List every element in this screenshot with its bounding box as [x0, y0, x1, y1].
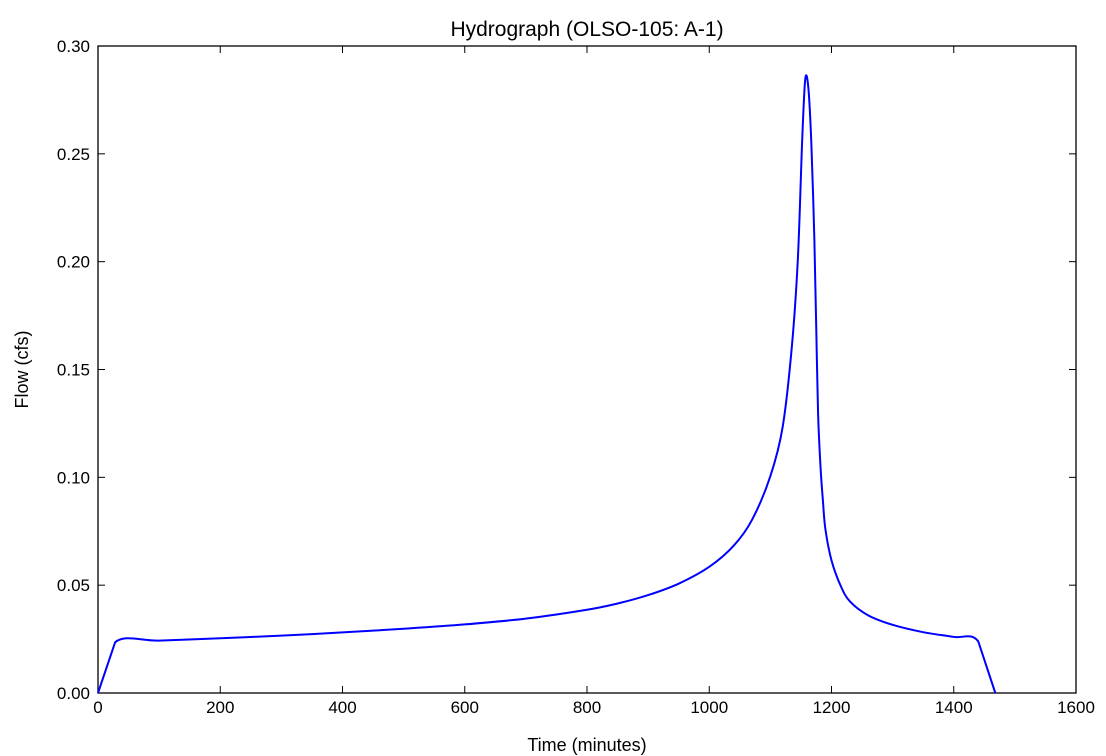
x-tick-label: 1600 — [1057, 698, 1095, 717]
y-tick-label: 0.30 — [57, 37, 90, 56]
x-tick-label: 1000 — [690, 698, 728, 717]
y-tick-label: 0.10 — [57, 468, 90, 487]
x-tick-label: 1200 — [813, 698, 851, 717]
x-tick-label: 600 — [451, 698, 479, 717]
x-tick-label: 0 — [93, 698, 102, 717]
flow-series-line — [97, 74, 997, 694]
y-tick-label: 0.15 — [57, 361, 90, 380]
y-tick-label: 0.25 — [57, 145, 90, 164]
x-axis-label: Time (minutes) — [527, 735, 646, 755]
y-tick-label: 0.05 — [57, 576, 90, 595]
y-axis-label: Flow (cfs) — [12, 331, 32, 409]
plot-frame — [97, 45, 1077, 694]
x-tick-label: 200 — [206, 698, 234, 717]
chart-title: Hydrograph (OLSO-105: A-1) — [450, 18, 723, 41]
y-axis: 0.00 0.05 0.10 0.15 0.20 0.25 0.30 — [57, 37, 1076, 703]
x-tick-label: 1400 — [935, 698, 973, 717]
x-tick-label: 400 — [328, 698, 356, 717]
y-tick-label: 0.00 — [57, 684, 90, 703]
y-tick-label: 0.20 — [57, 253, 90, 272]
x-tick-label: 800 — [573, 698, 601, 717]
x-axis: 0 200 400 600 800 1000 1200 1400 1600 — [93, 46, 1095, 717]
